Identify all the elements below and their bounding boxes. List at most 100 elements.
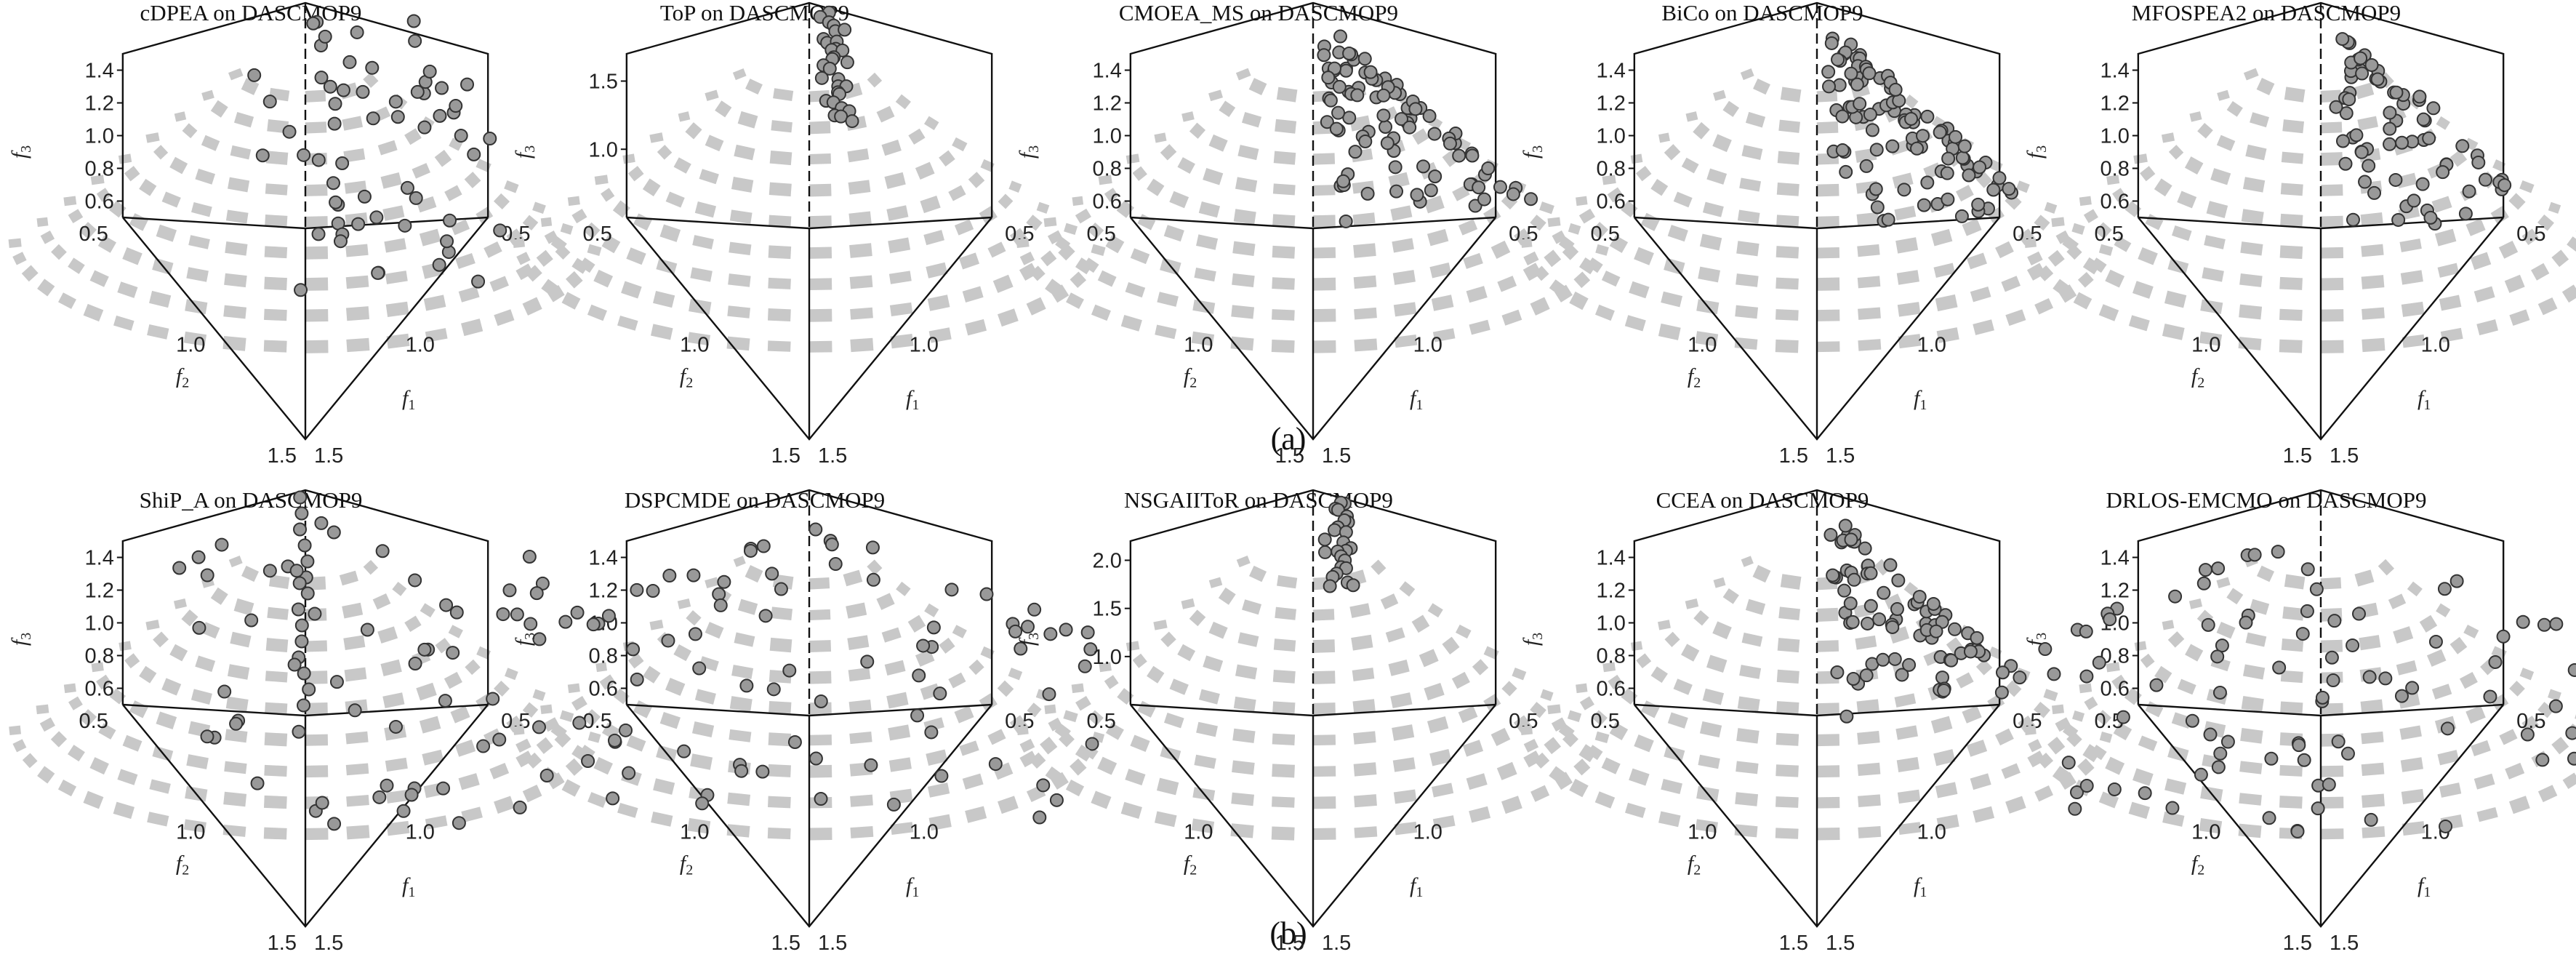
front-segment	[1469, 806, 1491, 823]
front-segment	[1208, 89, 1223, 102]
solution-point	[1887, 652, 1902, 666]
front-segment	[1419, 649, 1439, 668]
front-segment	[1388, 660, 1410, 676]
front-segment	[2449, 150, 2468, 167]
front-segment	[1147, 178, 1165, 196]
front-segment	[1120, 801, 1142, 819]
front-segment	[2509, 681, 2525, 697]
solution-point	[408, 656, 422, 670]
front-segment	[550, 723, 567, 740]
front-segment	[1664, 631, 1680, 647]
front-segment	[1569, 778, 1589, 798]
front-segment	[554, 731, 571, 748]
front-segment	[2052, 766, 2071, 784]
front-segment	[2164, 290, 2187, 308]
z-tick-label: 0.8	[1093, 158, 1122, 181]
solution-point	[774, 582, 788, 596]
front-segment	[1661, 291, 1683, 308]
front-segment	[1739, 177, 1762, 192]
solution-point	[2213, 746, 2228, 761]
front-segment	[117, 769, 138, 785]
front-segment	[954, 705, 974, 724]
solution-point	[1935, 670, 1949, 685]
front-segment	[1501, 309, 1522, 326]
front-segment	[241, 78, 260, 95]
front-segment	[2132, 768, 2154, 786]
solution-point	[1059, 622, 1073, 637]
solution-point	[926, 620, 941, 635]
solution-point	[1870, 200, 1885, 215]
front-segment	[345, 244, 369, 257]
solution-point	[2351, 606, 2366, 621]
front-segment	[2024, 238, 2037, 248]
f2-tick-label: 1.5	[771, 444, 801, 468]
front-segment	[1392, 757, 1416, 772]
front-segment	[2357, 116, 2379, 131]
front-segment	[998, 796, 1019, 814]
front-segment	[908, 128, 926, 145]
front-segment	[122, 247, 143, 265]
front-segment	[384, 238, 406, 253]
front-segment	[1898, 822, 1922, 835]
front-segment	[1698, 754, 1720, 769]
front-segment	[1064, 223, 1078, 235]
front-segment	[161, 678, 182, 696]
front-segment	[1741, 556, 1754, 567]
front-segment	[692, 235, 714, 249]
front-segment	[653, 290, 675, 308]
solution-point	[1916, 129, 1930, 143]
front-segment	[2354, 82, 2375, 100]
front-segment	[89, 757, 109, 775]
front-segment	[1568, 223, 1581, 235]
front-segment	[1569, 291, 1589, 311]
solution-point	[2092, 655, 2106, 670]
solution-point	[2567, 662, 2576, 677]
front-segment	[1987, 159, 2003, 172]
front-segment	[1276, 87, 1298, 103]
solution-point	[2346, 212, 2360, 227]
solution-point	[329, 195, 343, 209]
front-segment	[1607, 187, 1624, 203]
f1-tick-label: 1.5	[1322, 932, 1351, 955]
front-segment	[1540, 689, 1554, 701]
front-segment	[2400, 270, 2423, 285]
front-segment	[68, 745, 85, 762]
front-segment	[2172, 225, 2192, 241]
front-segment	[1573, 271, 1591, 289]
front-segment	[1272, 214, 1296, 228]
front-segment	[2177, 191, 2197, 209]
solution-point	[532, 632, 547, 646]
f2-tick-label: 0.5	[79, 223, 108, 246]
solution-point	[1992, 171, 2007, 185]
solution-point	[2070, 785, 2085, 800]
front-segment	[886, 205, 909, 221]
front-segment	[705, 577, 719, 589]
solution-point	[214, 537, 229, 552]
front-segment	[954, 219, 974, 236]
front-segment	[769, 215, 792, 227]
front-segment	[612, 200, 630, 218]
front-segment	[1567, 710, 1582, 723]
front-segment	[1055, 236, 1071, 252]
front-segment	[2162, 324, 2185, 340]
front-segment	[1658, 132, 1670, 143]
solution-point	[1443, 136, 1457, 151]
front-segment	[2053, 279, 2071, 297]
front-segment	[454, 740, 476, 757]
chart-panel: DSPCMDE on DASCMOP90.60.81.01.21.4f30.51…	[504, 487, 1105, 955]
front-segment	[1137, 700, 1156, 718]
front-segment	[90, 175, 105, 185]
z-tick-label: 1.5	[589, 71, 618, 94]
front-segment	[264, 246, 288, 259]
front-segment	[109, 200, 127, 218]
front-segment	[2005, 193, 2022, 210]
front-segment	[1780, 574, 1802, 590]
front-segment	[2239, 761, 2263, 774]
front-segment	[650, 324, 673, 340]
solution-point	[692, 661, 707, 676]
front-segment	[156, 711, 177, 729]
front-segment	[37, 766, 55, 784]
pareto-front-reference	[2024, 68, 2576, 353]
front-segment	[881, 139, 902, 156]
